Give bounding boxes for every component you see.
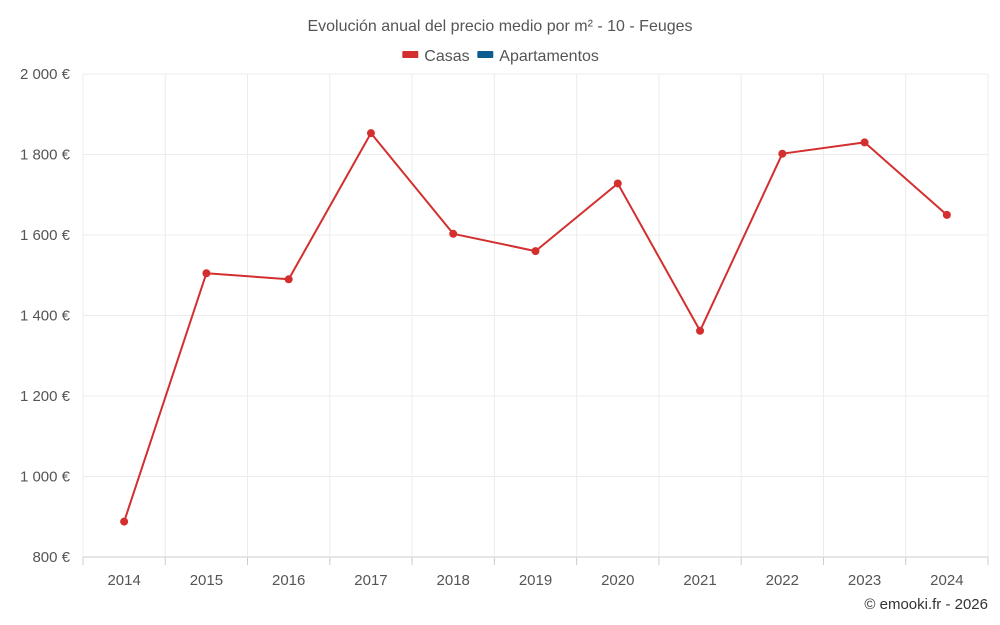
x-tick-label: 2024 [930, 572, 963, 589]
data-point[interactable] [120, 517, 129, 526]
data-point[interactable] [613, 179, 622, 188]
data-point[interactable] [942, 210, 951, 219]
legend[interactable]: Casas Apartamentos [402, 48, 599, 65]
x-tick-label: 2020 [601, 572, 634, 589]
grid-lines [82, 73, 989, 558]
x-tick-label: 2018 [437, 572, 470, 589]
legend-item-apartamentos[interactable]: Apartamentos [477, 48, 599, 65]
legend-item-casas[interactable]: Casas [402, 48, 470, 65]
data-point[interactable] [366, 129, 375, 138]
y-tick-label: 1 800 € [20, 147, 71, 164]
data-point[interactable] [778, 149, 787, 158]
x-tick-label: 2015 [190, 572, 223, 589]
data-point[interactable] [696, 326, 705, 335]
x-tick-label: 2023 [848, 572, 881, 589]
data-point[interactable] [449, 229, 458, 238]
series-layer [120, 129, 951, 526]
y-tick-label: 1 200 € [20, 388, 71, 405]
y-tick-label: 2 000 € [20, 66, 71, 83]
data-point[interactable] [531, 247, 540, 256]
x-tick-label: 2014 [107, 572, 140, 589]
credit-text: © emooki.fr - 2026 [864, 596, 988, 613]
data-point[interactable] [860, 138, 869, 147]
legend-label: Casas [424, 48, 469, 65]
y-tick-label: 1 400 € [20, 308, 71, 325]
legend-label: Apartamentos [499, 48, 599, 65]
x-tick-label: 2022 [766, 572, 799, 589]
legend-swatch [402, 51, 419, 58]
x-tick-label: 2019 [519, 572, 552, 589]
x-tick-label: 2021 [683, 572, 716, 589]
y-tick-label: 1 600 € [20, 227, 71, 244]
x-tick-label: 2017 [354, 572, 387, 589]
legend-swatch [477, 51, 494, 58]
data-point[interactable] [284, 275, 293, 284]
x-tick-label: 2016 [272, 572, 305, 589]
y-tick-label: 800 € [32, 549, 70, 566]
data-point[interactable] [202, 269, 211, 278]
y-tick-label: 1 000 € [20, 469, 71, 486]
chart-title: Evolución anual del precio medio por m² … [307, 18, 692, 35]
axes: 800 € 1 000 € 1 200 € 1 400 € 1 600 € 1 800 €… [20, 66, 989, 589]
